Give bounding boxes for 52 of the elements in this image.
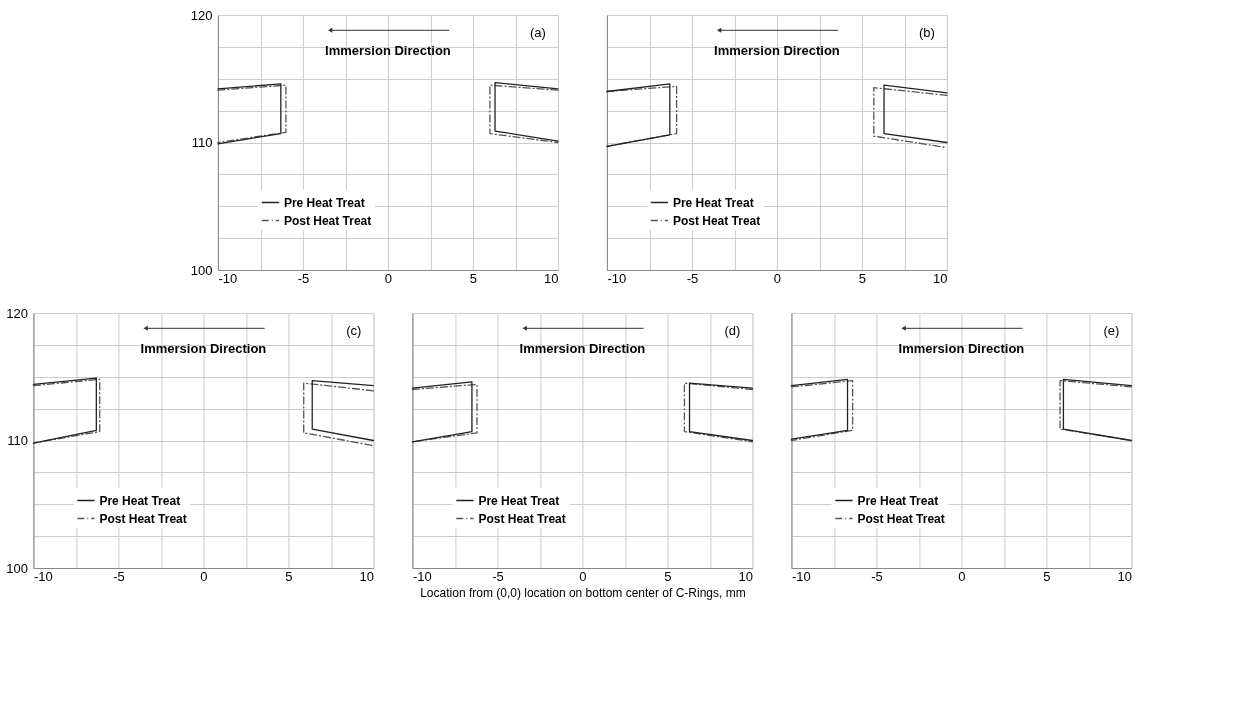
y-tick-label: 110 [191, 135, 213, 150]
x-tick-label: -10 [412, 568, 432, 584]
y-tick-label: 120 [6, 305, 28, 321]
legend-label: Post Heat Treat [672, 213, 761, 228]
x-tick-label: 5 [469, 270, 478, 286]
legend-label: Post Heat Treat [99, 511, 187, 526]
x-tick-label: 10 [543, 270, 559, 286]
x-tick-label: -10 [218, 270, 238, 286]
x-tick-label: 5 [858, 270, 867, 286]
x-tick-label: 5 [285, 568, 293, 584]
x-tick-label: 0 [384, 270, 393, 286]
annotation: (d) [724, 322, 741, 338]
legend-label: Post Heat Treat [283, 213, 372, 228]
annotation: Immersion Direction [140, 340, 267, 356]
x-tick-label: 10 [359, 568, 374, 584]
legend-label: Pre Heat Treat [283, 195, 365, 210]
x-tick-label: 0 [958, 568, 966, 584]
x-tick-label: 10 [1117, 568, 1132, 584]
annotation: Immersion Direction [714, 42, 840, 58]
y-tick-label: 120 [190, 7, 213, 23]
annotation: Immersion Direction [519, 340, 646, 356]
x-axis-title: Location from (0,0) location on bottom center of C-Rings, mm [420, 585, 746, 600]
legend-label: Post Heat Treat [857, 511, 945, 526]
x-tick-label: 0 [773, 270, 782, 286]
x-tick-label: 5 [1043, 568, 1051, 584]
x-tick-label: -5 [686, 270, 699, 286]
legend-label: Post Heat Treat [478, 511, 566, 526]
annotation: Immersion Direction [898, 340, 1025, 356]
annotation: Immersion Direction [325, 42, 451, 58]
x-tick-label: -5 [492, 568, 504, 584]
x-tick-label: 0 [200, 568, 208, 584]
x-tick-label: -10 [33, 568, 53, 584]
y-tick-label: 100 [190, 262, 213, 278]
x-tick-label: 5 [664, 568, 672, 584]
legend-label: Pre Heat Treat [857, 493, 939, 508]
x-tick-label: 10 [932, 270, 948, 286]
x-tick-label: 0 [579, 568, 587, 584]
annotation: (e) [1103, 322, 1120, 338]
x-tick-label: -10 [607, 270, 627, 286]
legend-label: Pre Heat Treat [478, 493, 560, 508]
y-tick-label: 110 [7, 433, 28, 448]
x-tick-label: -10 [791, 568, 811, 584]
y-tick-label: 100 [6, 560, 28, 576]
x-tick-label: -5 [297, 270, 310, 286]
annotation: (b) [919, 24, 935, 40]
legend-label: Pre Heat Treat [672, 195, 754, 210]
x-tick-label: 10 [738, 568, 753, 584]
legend-label: Pre Heat Treat [99, 493, 181, 508]
annotation: (a) [530, 24, 546, 40]
annotation: (c) [346, 322, 362, 338]
x-tick-label: -5 [113, 568, 125, 584]
x-tick-label: -5 [871, 568, 883, 584]
